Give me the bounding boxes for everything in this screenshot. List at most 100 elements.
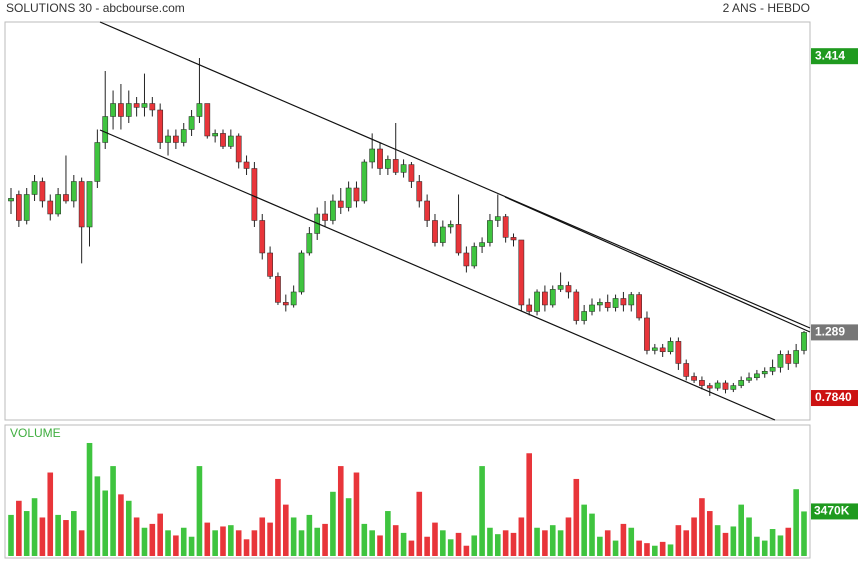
candle-body (282, 302, 289, 306)
candle-body (793, 350, 799, 364)
volume-bar (78, 530, 85, 556)
candle-body (243, 161, 250, 169)
candle-body (754, 373, 760, 379)
candle-body (47, 200, 54, 215)
candle-body (337, 200, 344, 208)
candle-body (204, 103, 211, 137)
volume-bar (400, 532, 407, 556)
volume-bar (761, 540, 768, 556)
volume-bar (487, 527, 493, 556)
candle-body (620, 298, 627, 306)
price-badge-label: 1.289 (815, 325, 845, 339)
volume-bar (110, 466, 116, 556)
candle-body (502, 216, 509, 238)
candle-body (714, 382, 721, 389)
candle-body (769, 367, 776, 372)
candle-body (353, 187, 360, 202)
volume-bar (793, 489, 799, 556)
volume-bar (455, 532, 462, 556)
volume-bar (71, 511, 77, 556)
volume-bar (337, 466, 344, 556)
volume-bar (345, 498, 352, 556)
volume-bar (714, 525, 721, 556)
candle-body (730, 385, 737, 390)
volume-title: VOLUME (10, 426, 61, 440)
volume-bar (322, 523, 328, 556)
candle-body (683, 363, 690, 377)
volume-bar (353, 472, 360, 556)
volume-bar (369, 530, 375, 556)
candle-body (471, 246, 478, 267)
candle-body (141, 103, 148, 108)
candle-body (667, 341, 674, 353)
volume-bar (534, 527, 540, 556)
volume-bar (652, 545, 658, 556)
candle-body (361, 161, 368, 202)
candle-body (487, 220, 493, 243)
volume-bar (699, 498, 705, 556)
volume-bar (385, 511, 391, 556)
candle-body (581, 311, 588, 321)
volume-bar (180, 527, 187, 556)
volume-bar (157, 513, 163, 556)
candle-body (604, 302, 611, 308)
volume-bar (636, 540, 642, 556)
candle-body (322, 213, 328, 221)
volume-bar (212, 530, 218, 556)
candle-body (31, 181, 38, 195)
candle-body (534, 291, 540, 312)
volume-bar (675, 525, 682, 556)
candle-body (267, 252, 273, 277)
volume-bar (542, 530, 548, 556)
trend-line (504, 196, 811, 333)
candle-body (738, 380, 745, 386)
volume-bar (801, 511, 807, 556)
candle-body (180, 129, 187, 143)
volume-bar (432, 522, 438, 556)
candle-body (675, 341, 682, 364)
candle-body (526, 304, 533, 312)
volume-bar (510, 532, 517, 556)
volume-bar (408, 540, 415, 556)
volume-bar (314, 527, 321, 556)
candle-body (463, 252, 470, 267)
volume-bar (275, 478, 281, 556)
candle-body (298, 252, 305, 293)
volume-bar (220, 526, 226, 556)
candle-body (549, 289, 556, 306)
candle-body (63, 194, 69, 202)
candle-body (133, 103, 140, 108)
volume-bar (597, 536, 603, 556)
candle-body (400, 164, 407, 173)
trend-line (99, 129, 776, 421)
candle-body (86, 181, 93, 228)
candle-body (102, 116, 109, 143)
trend-line (99, 21, 811, 329)
candle-body (597, 302, 603, 306)
volume-bar (722, 532, 729, 556)
candle-body (275, 276, 281, 303)
volume-badge (811, 503, 858, 520)
candle-body (706, 385, 713, 389)
volume-bar (23, 511, 30, 556)
price-badge (811, 48, 858, 65)
marks (8, 58, 807, 556)
volume-bar (204, 522, 211, 556)
candle-body (251, 168, 258, 221)
volume-bar (228, 525, 234, 556)
candle-body (651, 347, 658, 351)
candle-body (573, 291, 580, 321)
candle-body (518, 239, 525, 306)
volume-bar (149, 523, 156, 556)
candle-body (416, 181, 423, 202)
candle-body (369, 148, 376, 163)
candle-body (165, 135, 171, 143)
volume-bar (8, 514, 14, 556)
volume-bar (683, 530, 690, 556)
volume-bar (86, 442, 93, 556)
volume-bar (298, 530, 305, 556)
volume-bar (47, 472, 54, 556)
chart-subtitle: 2 ANS - HEBDO (723, 1, 810, 15)
volume-bar (392, 525, 399, 556)
